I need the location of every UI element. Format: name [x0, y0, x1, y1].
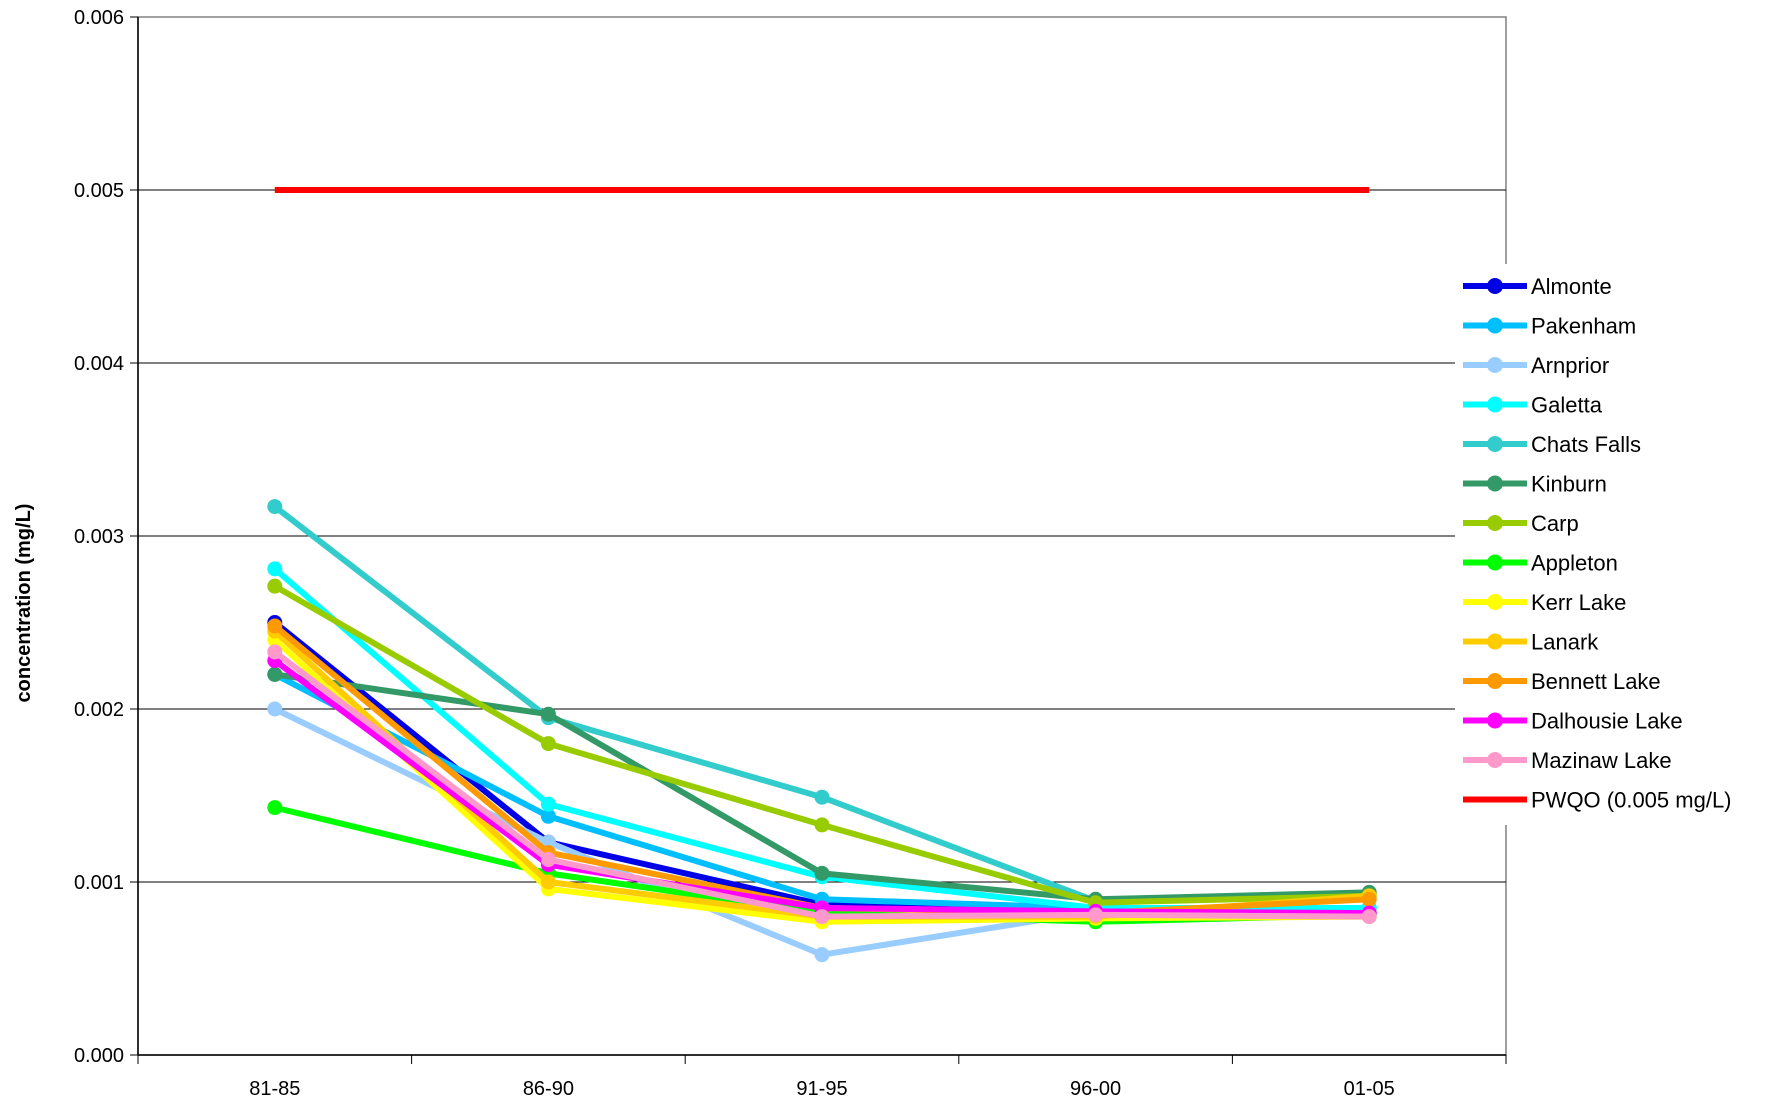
data-point-galetta [540, 796, 556, 812]
legend-label: Arnprior [1531, 353, 1609, 378]
legend-item-chats-falls: Chats Falls [1463, 432, 1641, 457]
data-point-kinburn [814, 865, 830, 881]
legend-swatch-marker [1487, 633, 1503, 650]
series-line-chats-falls [272, 504, 1370, 905]
x-tick-label: 91-95 [796, 1078, 847, 1100]
legend-item-lanark: Lanark [1463, 630, 1599, 655]
data-point-mazinaw-lake [540, 852, 556, 868]
y-axis-title: concentration (mg/L) [13, 504, 35, 703]
legend-label: Chats Falls [1531, 432, 1641, 457]
series-line-galetta [272, 566, 1370, 911]
legend-item-kinburn: Kinburn [1463, 472, 1607, 497]
legend-item-carp: Carp [1463, 511, 1579, 536]
legend-swatch-marker [1487, 278, 1503, 294]
y-tick-label: 0.001 [74, 872, 124, 894]
y-tick-label: 0.005 [74, 180, 124, 202]
data-point-carp [267, 578, 283, 594]
data-point-mazinaw-lake [267, 644, 283, 660]
y-tick-label: 0.003 [74, 526, 124, 548]
data-point-carp [540, 736, 556, 752]
legend-swatch-marker [1487, 475, 1503, 492]
legend-label: Mazinaw Lake [1531, 748, 1672, 773]
legend-item-arnprior: Arnprior [1463, 353, 1609, 378]
legend-label: Kerr Lake [1531, 590, 1626, 615]
series-mazinaw-lake [267, 644, 1377, 925]
legend-item-galetta: Galetta [1463, 393, 1603, 418]
legend-item-pwqo-0-005-mg-l: PWQO (0.005 mg/L) [1463, 788, 1732, 813]
legend-item-mazinaw-lake: Mazinaw Lake [1463, 748, 1672, 773]
data-point-appleton [267, 800, 283, 816]
legend-label: Galetta [1531, 393, 1603, 418]
legend-swatch-marker [1487, 554, 1503, 571]
data-point-arnprior [267, 701, 283, 717]
legend-item-almonte: Almonte [1463, 274, 1612, 299]
legend-swatch-marker [1487, 436, 1503, 452]
data-point-arnprior [814, 947, 830, 963]
data-point-mazinaw-lake [814, 909, 830, 925]
legend-label: Dalhousie Lake [1531, 709, 1683, 734]
legend-label: Almonte [1531, 274, 1612, 299]
legend-item-appleton: Appleton [1463, 551, 1618, 576]
data-point-bennett-lake [1361, 891, 1377, 907]
legend-label: Kinburn [1531, 472, 1607, 497]
series-area [267, 187, 1377, 963]
data-point-galetta [267, 561, 283, 577]
legend-label: Carp [1531, 511, 1579, 536]
legend: Almonte Pakenham Arnprior Galetta Chats Fall… [1455, 264, 1773, 825]
x-tick-label: 86-90 [523, 1078, 574, 1100]
data-point-chats-falls [814, 789, 830, 805]
data-point-mazinaw-lake [1088, 907, 1104, 923]
legend-swatch-marker [1487, 357, 1503, 373]
legend-swatch-marker [1487, 515, 1503, 531]
y-tick-label: 0.000 [74, 1045, 124, 1067]
x-tick-label: 81-85 [249, 1078, 300, 1100]
data-point-kinburn [540, 706, 556, 722]
legend-swatch-marker [1487, 752, 1503, 768]
data-point-carp [814, 817, 830, 833]
x-tick-label: 01-05 [1344, 1078, 1395, 1100]
y-tick-label: 0.004 [74, 353, 124, 375]
axes: 0.000 0.001 0.002 0.003 0.004 0.005 0.006 81-85… [74, 7, 1507, 1100]
legend-label: Bennett Lake [1531, 669, 1661, 694]
legend-swatch-marker [1487, 594, 1503, 610]
legend-label: PWQO (0.005 mg/L) [1531, 788, 1732, 813]
legend-swatch-marker [1487, 317, 1503, 334]
data-point-pakenham [540, 808, 556, 824]
data-point-mazinaw-lake [1361, 909, 1377, 925]
legend-item-dalhousie-lake: Dalhousie Lake [1463, 709, 1683, 734]
legend-label: Pakenham [1531, 314, 1636, 339]
legend-swatch-marker [1487, 673, 1503, 689]
data-point-bennett-lake [267, 618, 283, 634]
data-point-kinburn [267, 666, 283, 682]
data-point-chats-falls [267, 499, 283, 515]
legend-label: Lanark [1531, 630, 1599, 655]
legend-item-kerr-lake: Kerr Lake [1463, 590, 1626, 615]
legend-swatch-marker [1487, 396, 1503, 413]
legend-label: Appleton [1531, 551, 1618, 576]
x-tick-label: 96-00 [1070, 1078, 1121, 1100]
legend-swatch-marker [1487, 712, 1503, 729]
legend-item-pakenham: Pakenham [1463, 314, 1636, 339]
series-galetta [267, 561, 1377, 916]
data-point-lanark [540, 874, 556, 890]
y-tick-label: 0.002 [74, 699, 124, 721]
legend-item-bennett-lake: Bennett Lake [1463, 669, 1661, 694]
y-tick-label: 0.006 [74, 7, 124, 29]
legend-background [1455, 264, 1773, 825]
